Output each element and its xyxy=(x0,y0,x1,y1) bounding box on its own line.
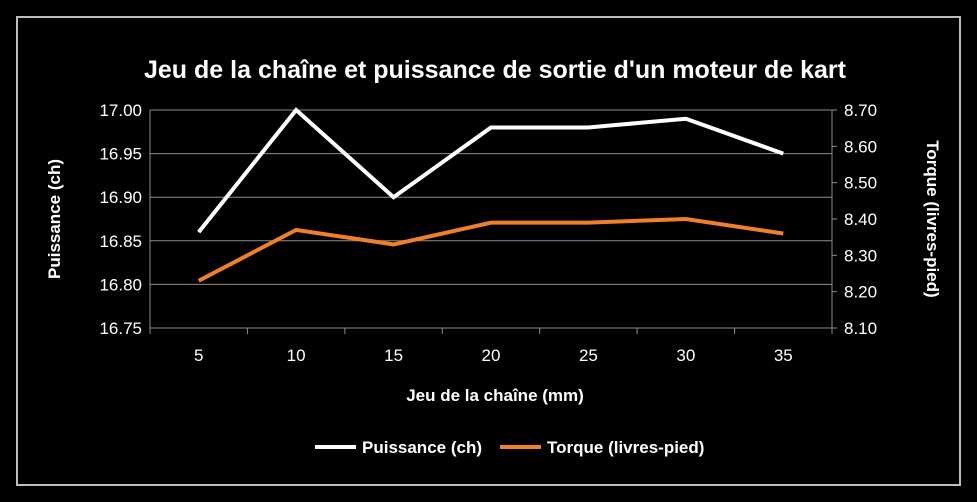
chart-title: Jeu de la chaîne et puissance de sortie … xyxy=(144,56,847,84)
legend-label-torque: Torque (livres-pied) xyxy=(547,438,704,457)
y2-axis-title: Torque (livres-pied) xyxy=(923,140,942,297)
x-tick-label: 30 xyxy=(676,346,695,365)
y2-tick-label: 8.50 xyxy=(844,174,877,193)
y2-tick-label: 8.20 xyxy=(844,283,877,302)
x-tick-label: 15 xyxy=(384,346,403,365)
y-tick-label: 16.90 xyxy=(99,188,142,207)
chart-border xyxy=(16,16,961,486)
y2-tick-label: 8.60 xyxy=(844,137,877,156)
x-tick-label: 35 xyxy=(774,346,793,365)
series-line-torque xyxy=(197,216,784,283)
x-tick-label: 10 xyxy=(287,346,306,365)
x-tick-label: 20 xyxy=(482,346,501,365)
y2-tick-label: 8.70 xyxy=(844,101,877,120)
series-line-puissance xyxy=(197,107,784,234)
y2-tick-label: 8.10 xyxy=(844,319,877,338)
legend: Puissance (ch) Torque (livres-pied) xyxy=(315,438,704,457)
y-tick-label: 16.75 xyxy=(99,319,142,338)
y2-tick-label: 8.30 xyxy=(844,246,877,265)
legend-label-puissance: Puissance (ch) xyxy=(362,438,482,457)
y-tick-label: 17.00 xyxy=(99,101,142,120)
x-tick-label: 5 xyxy=(194,346,203,365)
y-tick-label: 16.85 xyxy=(99,232,142,251)
x-axis-title: Jeu de la chaîne (mm) xyxy=(406,386,584,405)
y-tick-label: 16.95 xyxy=(99,145,142,164)
x-tick-label: 25 xyxy=(579,346,598,365)
y-axis-title: Puissance (ch) xyxy=(45,159,64,279)
y-tick-label: 16.80 xyxy=(99,275,142,294)
y2-tick-label: 8.40 xyxy=(844,210,877,229)
